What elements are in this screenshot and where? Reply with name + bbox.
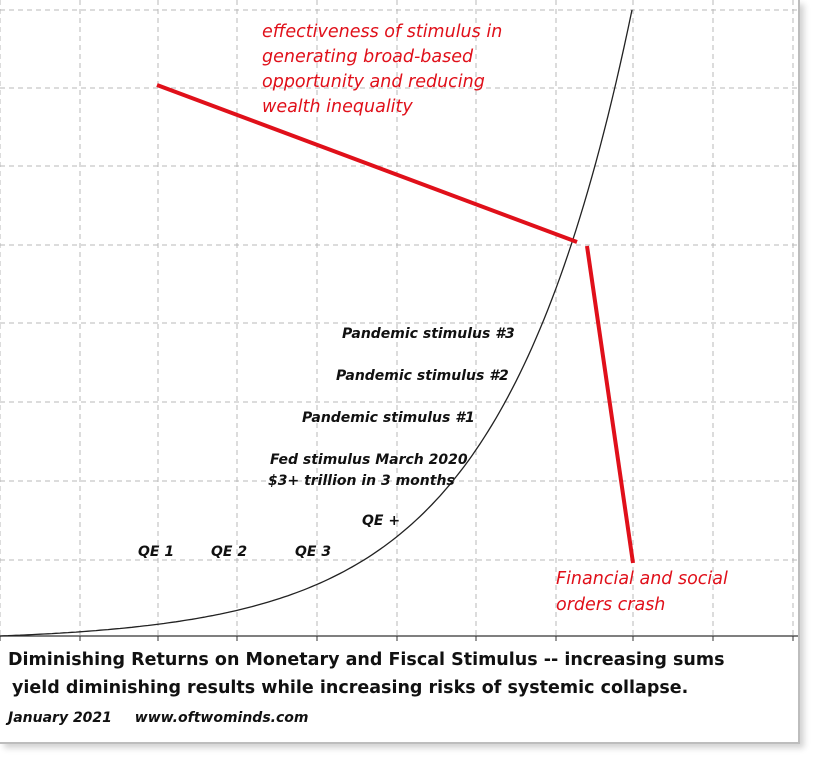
- effectiveness-line: [156, 83, 578, 244]
- caption-line-1: Diminishing Returns on Monetary and Fisc…: [8, 650, 725, 670]
- label-fed-amount: $3+ trillion in 3 months: [268, 473, 455, 489]
- caption-site: www.oftwominds.com: [134, 710, 309, 726]
- caption-footer: January 2021 www.oftwominds.com: [8, 710, 327, 726]
- label-effectiveness-4: wealth inequality: [262, 97, 413, 117]
- chart-svg: QE 1 QE 2 QE 3 QE + Fed stimulus March 2…: [0, 0, 798, 641]
- label-effectiveness-2: generating broad-based: [262, 47, 474, 67]
- label-pandemic-2: Pandemic stimulus #2: [336, 368, 509, 384]
- label-effectiveness-1: effectiveness of stimulus in: [262, 22, 502, 42]
- x-ticks: [0, 636, 794, 641]
- label-pandemic-3: Pandemic stimulus #3: [342, 326, 515, 342]
- label-fed-stimulus: Fed stimulus March 2020: [270, 452, 468, 468]
- exponential-curve: [0, 9, 633, 637]
- caption-date: January 2021: [8, 710, 112, 726]
- label-qe2: QE 2: [211, 544, 247, 560]
- grid: [0, 0, 798, 636]
- caption-line-2: yield diminishing results while increasi…: [12, 678, 689, 698]
- label-effectiveness-3: opportunity and reducing: [262, 72, 485, 92]
- chart-frame: QE 1 QE 2 QE 3 QE + Fed stimulus March 2…: [0, 0, 800, 744]
- label-qe3: QE 3: [295, 544, 331, 560]
- label-qe1: QE 1: [138, 544, 174, 560]
- label-qe-plus: QE +: [362, 513, 400, 529]
- label-pandemic-1: Pandemic stimulus #1: [302, 410, 475, 426]
- label-crash-2: orders crash: [556, 595, 665, 615]
- label-crash-1: Financial and social: [556, 569, 728, 589]
- crash-line: [585, 245, 635, 564]
